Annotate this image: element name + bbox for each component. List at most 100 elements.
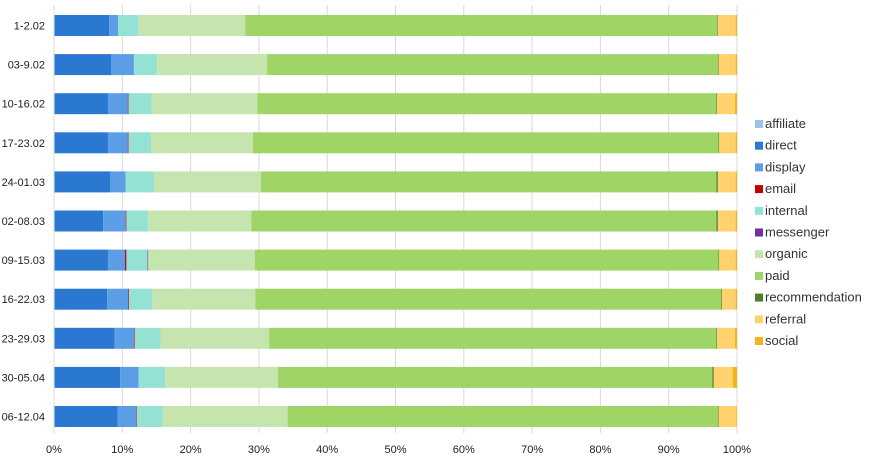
bar-segment-referral: [721, 288, 736, 310]
category-labels: 1-2.02 03-9.02 10-16.02 17-23.02 24-01.03 02-…: [2, 21, 45, 424]
bar-segment-internal: [126, 210, 149, 232]
bar-segment-affiliate: [54, 210, 55, 232]
x-tick-label: 30%: [248, 444, 270, 456]
bar-segment-paid: [287, 406, 718, 427]
category-label: 1-2.02: [14, 21, 45, 33]
category-label: 02-08.03: [2, 216, 45, 228]
bar-segment-recommendation: [716, 93, 718, 115]
bar-segment-paid: [269, 327, 717, 349]
bar-segment-direct: [54, 327, 115, 349]
category-label: 03-9.02: [8, 60, 45, 72]
bar-segment-direct: [54, 210, 104, 232]
bar-segment-referral: [717, 210, 736, 232]
bar-segment-affiliate: [54, 249, 55, 271]
bar-segment-internal: [136, 406, 163, 427]
legend-swatch: [755, 293, 763, 302]
bar-segment-display: [120, 366, 139, 388]
x-tick-label: 50%: [384, 444, 406, 456]
bar-segment-recommendation: [717, 15, 718, 36]
legend-item: messenger: [755, 225, 830, 240]
bar-segment-organic: [157, 54, 268, 76]
bar-segment-messenger: [147, 249, 149, 271]
bar-segment-referral: [719, 132, 736, 154]
bar-segment-social: [734, 93, 737, 115]
bar-row: [54, 171, 737, 193]
bar-segment-paid: [251, 210, 717, 232]
bar-segment-email: [127, 93, 129, 115]
bar-segment-referral: [718, 54, 736, 76]
bar-segment-social: [735, 132, 737, 154]
bar-segment-recommendation: [718, 132, 720, 154]
bar-segment-paid: [278, 366, 713, 388]
bar-segment-direct: [54, 249, 108, 271]
bar-segment-recommendation: [712, 366, 714, 388]
x-tick-label: 100%: [723, 444, 751, 456]
bar-segment-internal: [138, 366, 166, 388]
bar-segment-affiliate: [54, 406, 55, 427]
bar-segment-direct: [54, 15, 110, 36]
legend-label: messenger: [765, 225, 830, 240]
bar-segment-paid: [260, 171, 717, 193]
bar-segment-direct: [54, 171, 111, 193]
bar-segment-display: [107, 249, 126, 271]
bar-segment-referral: [717, 171, 736, 193]
legend-label: internal: [765, 203, 808, 218]
bar-segment-email: [125, 210, 127, 232]
bar-segment-organic: [150, 132, 253, 154]
legend-swatch: [755, 163, 763, 172]
category-label: 30-05.04: [2, 372, 45, 384]
bar-row: [54, 327, 737, 349]
legend: affiliate direct display email internal messe…: [755, 116, 862, 348]
bar-segment-organic: [148, 249, 255, 271]
legend-label: referral: [765, 311, 806, 326]
bar-segment-organic: [152, 288, 256, 310]
bar-segment-recommendation: [716, 171, 718, 193]
bar-segment-organic: [165, 366, 279, 388]
category-label: 23-29.03: [2, 333, 45, 345]
bar-segment-internal: [128, 132, 151, 154]
bar-segment-recommendation: [716, 327, 718, 349]
bar-row: [54, 366, 737, 388]
bar-segment-direct: [54, 406, 118, 427]
bar-segment-social: [734, 327, 737, 349]
legend-label: email: [765, 181, 796, 196]
bar-segment-internal: [126, 249, 148, 271]
bars: [54, 15, 737, 427]
bar-segment-paid: [245, 15, 718, 36]
bar-segment-direct: [54, 132, 108, 154]
bar-segment-affiliate: [54, 93, 55, 115]
bar-segment-direct: [54, 288, 108, 310]
legend-swatch: [755, 337, 763, 345]
bar-segment-organic: [148, 210, 252, 232]
bar-segment-referral: [717, 327, 735, 349]
bar-segment-direct: [54, 54, 112, 76]
category-label: 06-12.04: [2, 412, 45, 424]
bar-segment-email: [127, 132, 129, 154]
bar-segment-organic: [138, 15, 246, 36]
bar-row: [54, 406, 737, 427]
bar-segment-paid: [254, 249, 719, 271]
legend-label: display: [765, 159, 806, 174]
bar-segment-display: [110, 171, 126, 193]
bar-segment-internal: [125, 171, 155, 193]
bar-segment-display: [107, 93, 128, 115]
bar-row: [54, 210, 737, 232]
bar-segment-referral: [719, 249, 736, 271]
bar-segment-social: [735, 171, 737, 193]
bar-segment-display: [103, 210, 126, 232]
bar-segment-internal: [118, 15, 139, 36]
bar-row: [54, 132, 737, 154]
legend-swatch: [755, 141, 763, 150]
legend-item: recommendation: [755, 290, 862, 305]
bar-segment-recommendation: [718, 249, 720, 271]
legend-swatch: [755, 250, 763, 259]
legend-swatch: [755, 185, 763, 194]
legend-item: email: [755, 181, 796, 196]
legend-item: display: [755, 159, 806, 174]
bar-segment-paid: [252, 132, 719, 154]
legend-item: paid: [755, 268, 790, 283]
category-label: 17-23.02: [2, 138, 45, 150]
bar-segment-email: [133, 327, 135, 349]
bar-segment-affiliate: [54, 327, 55, 349]
bar-segment-affiliate: [54, 366, 55, 388]
